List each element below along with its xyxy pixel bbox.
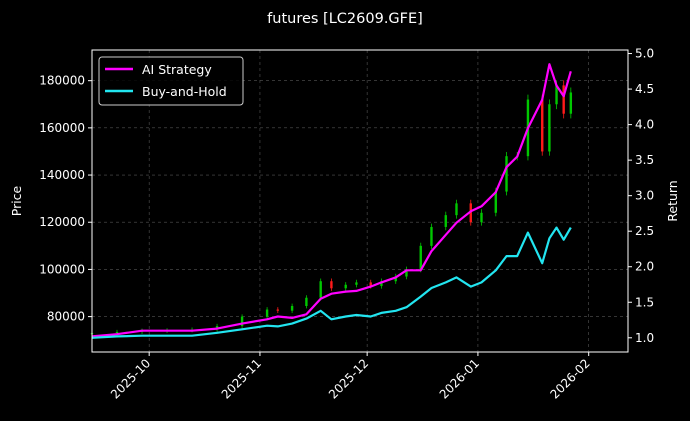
candle-body [455, 203, 458, 216]
plot-frame [91, 49, 629, 353]
x-tick-label: 2025-12 [326, 356, 371, 401]
legend-label-ai-strategy: AI Strategy [142, 62, 212, 77]
y-right-tick-label: 5.0 [635, 47, 654, 61]
candle-body [562, 85, 565, 114]
strategy-lines [91, 63, 572, 339]
candle-body [394, 276, 397, 282]
y-axis-right-label: Return [665, 180, 680, 221]
candle-body [344, 284, 347, 289]
candle-body [319, 281, 322, 298]
series-line-ai-strategy [91, 63, 572, 338]
candle-body [548, 104, 551, 152]
candle-body [305, 297, 308, 306]
candlesticks [90, 80, 573, 337]
candle-body [480, 212, 483, 223]
y-right-tick-label: 1.0 [635, 331, 654, 345]
candle-body [505, 156, 508, 192]
legend-box [98, 56, 244, 106]
candle-body [569, 92, 573, 114]
candle-body [355, 282, 358, 285]
candle-body [541, 99, 544, 152]
candle-body [330, 281, 333, 289]
candle-body [405, 269, 408, 277]
candle-body [469, 203, 472, 223]
y-left-tick-label: 160000 [39, 121, 85, 135]
y-right-tick-label: 2.5 [635, 224, 654, 238]
candle-body [380, 281, 383, 286]
legend-label-buy-and-hold: Buy-and-Hold [142, 84, 227, 99]
y-right-tick-label: 4.0 [635, 118, 654, 132]
candle-body [276, 309, 280, 311]
y-left-tick-label: 140000 [39, 168, 85, 182]
x-tick-label: 2025-10 [108, 356, 153, 401]
y-left-tick-label: 80000 [47, 310, 85, 324]
chart-title: futures [LC2609.GFE] [267, 11, 423, 27]
y-left-tick-label: 120000 [39, 215, 85, 229]
legend: AI Strategy Buy-and-Hold [98, 56, 244, 106]
y-right-tick-label: 1.5 [635, 295, 654, 309]
y-right-tick-label: 3.5 [635, 153, 654, 167]
y-right-tick-label: 3.0 [635, 189, 654, 203]
candle-body [419, 245, 422, 270]
candle-body [290, 305, 294, 311]
series-line-buy-and-hold [91, 226, 572, 339]
candle-body [265, 309, 269, 317]
candle-body [369, 282, 372, 286]
x-tick-label: 2026-02 [547, 356, 592, 401]
candle-body [115, 331, 119, 334]
y-left-tick-label: 180000 [39, 74, 85, 88]
y-right-tick-label: 2.0 [635, 260, 654, 274]
x-tick-label: 2026-01 [437, 356, 482, 401]
y-axis-left-label: Price [9, 185, 24, 216]
candle-body [444, 215, 447, 227]
grid-lines [92, 50, 628, 352]
x-tick-label: 2025-11 [219, 356, 264, 401]
candle-body [555, 85, 558, 105]
candle-body [494, 191, 497, 213]
candle-body [430, 226, 433, 246]
y-left-tick-label: 100000 [39, 262, 85, 276]
candle-body [240, 316, 244, 327]
y-right-tick-label: 4.5 [635, 82, 654, 96]
